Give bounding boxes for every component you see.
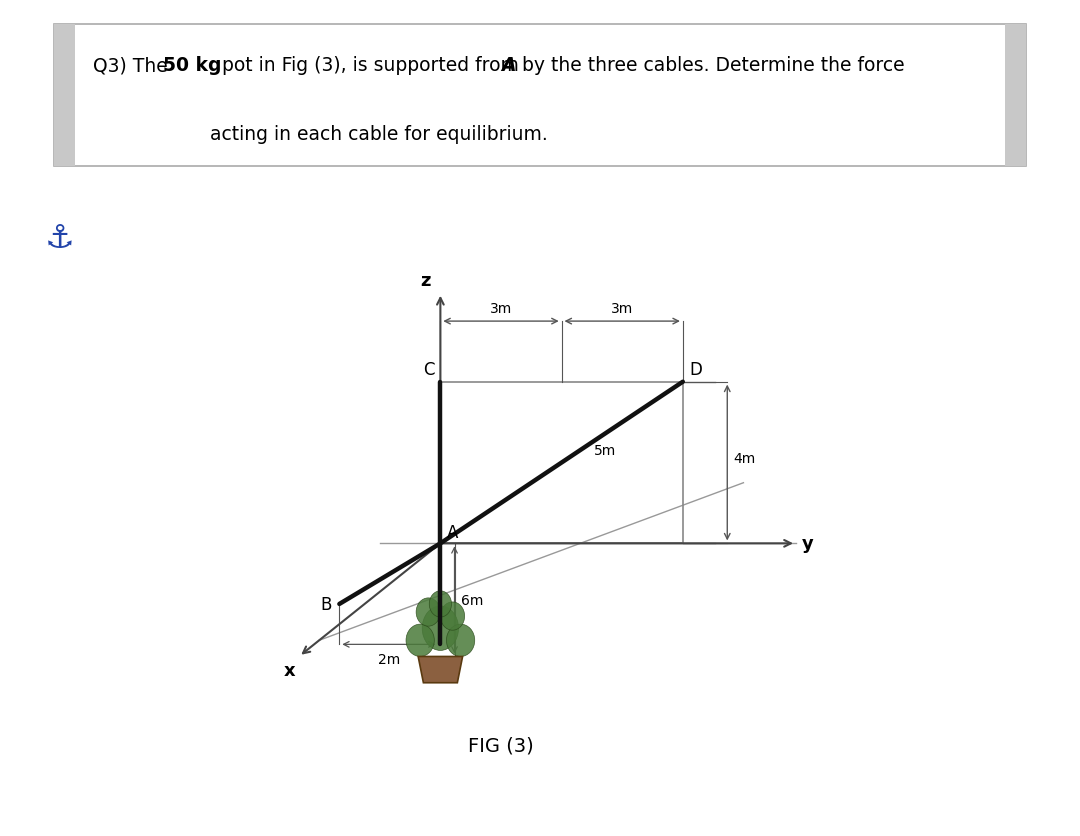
Text: y: y <box>802 535 813 553</box>
Text: D: D <box>689 360 702 378</box>
Text: 6m: 6m <box>460 594 483 607</box>
Text: 3m: 3m <box>490 302 512 316</box>
Ellipse shape <box>429 591 451 617</box>
Text: pot in Fig (3), is supported from: pot in Fig (3), is supported from <box>216 56 525 75</box>
Ellipse shape <box>406 624 434 657</box>
Bar <box>54 25 76 167</box>
Text: B: B <box>320 595 332 614</box>
Text: 50 kg: 50 kg <box>163 56 221 75</box>
Text: A: A <box>501 56 515 75</box>
Text: acting in each cable for equilibrium.: acting in each cable for equilibrium. <box>210 125 548 144</box>
Text: x: x <box>283 660 295 679</box>
Polygon shape <box>418 657 462 683</box>
Text: 2m: 2m <box>378 653 400 666</box>
Ellipse shape <box>422 606 459 650</box>
Text: z: z <box>420 272 430 289</box>
Text: C: C <box>422 360 434 378</box>
Text: 5m: 5m <box>594 444 617 458</box>
Text: 4m: 4m <box>733 452 756 466</box>
Text: 3m: 3m <box>611 302 633 316</box>
Text: by the three cables. Determine the force: by the three cables. Determine the force <box>516 56 904 75</box>
Text: ⚓: ⚓ <box>44 222 75 255</box>
Text: FIG (3): FIG (3) <box>468 736 534 755</box>
Ellipse shape <box>441 602 464 630</box>
Ellipse shape <box>446 624 475 657</box>
Ellipse shape <box>416 599 441 626</box>
Text: A: A <box>446 523 458 542</box>
Text: Q3) The: Q3) The <box>93 56 174 75</box>
Bar <box>1004 25 1026 167</box>
